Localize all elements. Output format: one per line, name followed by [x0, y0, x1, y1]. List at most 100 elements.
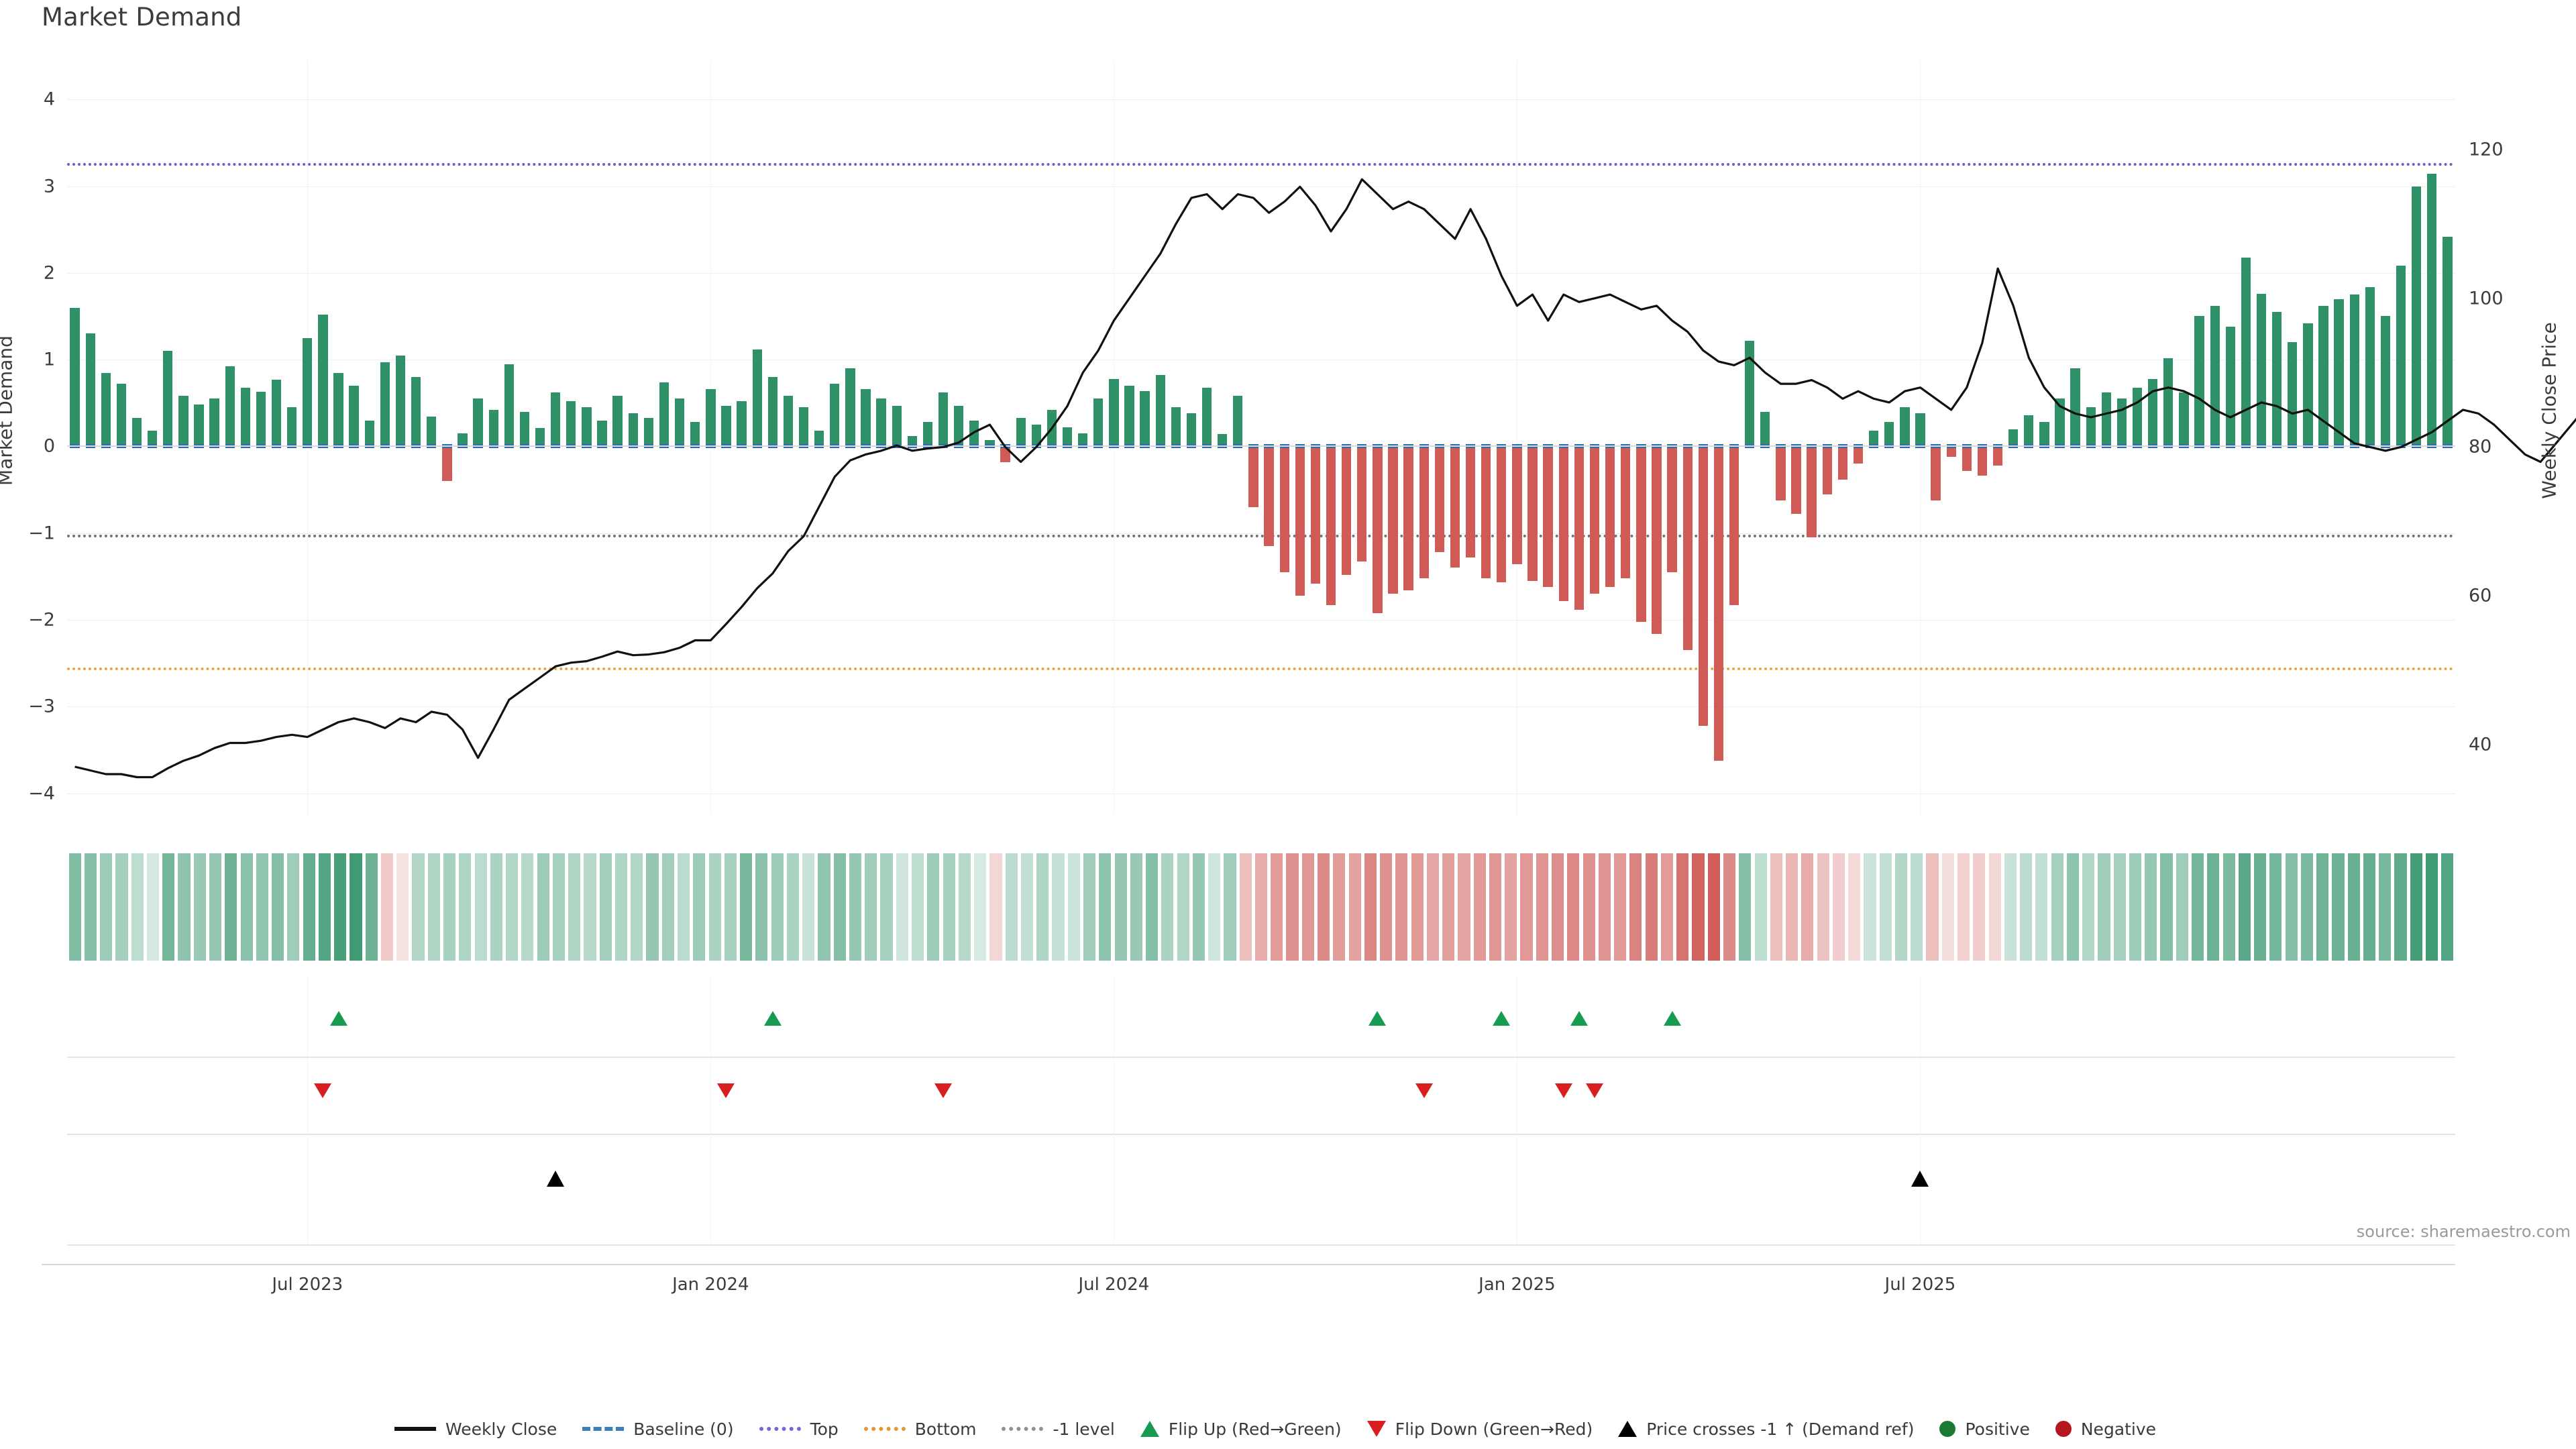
demand-bar — [1388, 446, 1398, 594]
flip-down-marker-icon[interactable] — [1586, 1083, 1603, 1098]
heatmap-cell — [1520, 853, 1533, 961]
flip-down-marker-icon[interactable] — [934, 1083, 953, 1098]
y-axis-right-tick-label: 100 — [2469, 288, 2504, 309]
heatmap-cell — [927, 853, 940, 961]
demand-bar — [1233, 396, 1243, 447]
demand-bar — [2039, 422, 2049, 447]
demand-bar — [1093, 398, 1104, 447]
legend-item[interactable]: Flip Up (Red→Green) — [1140, 1419, 1342, 1439]
heatmap-cell — [584, 853, 596, 961]
demand-bar — [1218, 434, 1228, 447]
demand-bar — [2303, 323, 2313, 447]
legend-item[interactable]: Flip Down (Green→Red) — [1366, 1419, 1593, 1439]
demand-bar — [2179, 392, 2189, 447]
heatmap-cell — [1224, 853, 1236, 961]
demand-bar — [1915, 413, 1925, 447]
legend-item[interactable]: Weekly Close — [394, 1419, 557, 1439]
y-axis-left-tick-label: −3 — [28, 696, 55, 717]
demand-bar — [798, 407, 809, 447]
demand-bar — [2334, 299, 2344, 447]
legend-item[interactable]: Baseline (0) — [582, 1419, 734, 1439]
flip-up-marker-icon[interactable] — [1570, 1011, 1588, 1026]
demand-bar — [1558, 446, 1568, 601]
heatmap-cell — [1083, 853, 1096, 961]
heatmap-cell — [678, 853, 690, 961]
heatmap-cell — [131, 853, 144, 961]
x-axis-tick-label: Jan 2025 — [1479, 1275, 1556, 1295]
price-cross-marker-icon[interactable] — [1911, 1171, 1929, 1187]
legend-item-label: -1 level — [1053, 1419, 1115, 1439]
heatmap-cell — [552, 853, 565, 961]
y-axis-right-label: Weekly Close Price — [2538, 322, 2561, 499]
y-axis-left-tick-label: 2 — [43, 262, 55, 284]
flip-up-marker-icon[interactable] — [1493, 1011, 1511, 1026]
demand-bar — [458, 433, 468, 447]
flip-down-marker-icon[interactable] — [1554, 1083, 1572, 1098]
heatmap-cell — [958, 853, 971, 961]
flip-down-marker-icon[interactable] — [1415, 1083, 1433, 1098]
heatmap-cell — [989, 853, 1002, 961]
heatmap-cell — [2394, 853, 2407, 961]
demand-bar — [814, 431, 824, 447]
heatmap-cell — [1786, 853, 1799, 961]
demand-bar — [380, 362, 390, 447]
heatmap-cell — [193, 853, 206, 961]
x-axis-tick-label: Jul 2024 — [1078, 1275, 1150, 1295]
legend-item[interactable]: Negative — [2055, 1419, 2156, 1439]
demand-bar — [1403, 446, 1413, 591]
lane-divider — [67, 1134, 2455, 1135]
heatmap-cell — [1957, 853, 1970, 961]
heatmap-cell — [2160, 853, 2173, 961]
flip-up-marker-icon[interactable] — [1368, 1011, 1387, 1026]
demand-bar — [643, 417, 654, 447]
heatmap-cell — [1473, 853, 1486, 961]
page-title: Market Demand — [42, 3, 242, 32]
demand-bar — [1357, 446, 1367, 562]
legend-item[interactable]: Price crosses -1 ↑ (Demand ref) — [1618, 1419, 1914, 1439]
heatmap-cell — [786, 853, 800, 961]
demand-bar — [427, 417, 437, 447]
price-cross-marker-icon[interactable] — [547, 1171, 565, 1187]
heatmap-cell — [1911, 853, 1923, 961]
legend-item[interactable]: -1 level — [1002, 1419, 1115, 1439]
y-axis-right-tick-label: 80 — [2469, 436, 2492, 458]
flip-up-marker-icon[interactable] — [763, 1011, 782, 1026]
heatmap-cell — [1020, 853, 1034, 961]
legend-item[interactable]: Positive — [1939, 1419, 2030, 1439]
demand-bar — [1652, 446, 1662, 634]
heatmap-cell — [225, 853, 237, 961]
heatmap-cell — [1614, 853, 1627, 961]
heatmap-cell — [2082, 853, 2095, 961]
flip-down-marker-icon[interactable] — [717, 1083, 735, 1098]
heatmap-cell — [2176, 853, 2188, 961]
demand-bar — [659, 382, 669, 447]
demand-bar — [178, 396, 189, 447]
heatmap-cell — [1629, 853, 1642, 961]
heatmap-cell — [334, 853, 347, 961]
demand-bar — [1946, 446, 1956, 457]
demand-bar — [1465, 446, 1476, 557]
weekly-close-line — [74, 178, 2576, 779]
demand-bar — [1077, 433, 1088, 447]
legend-item[interactable]: Top — [759, 1419, 839, 1439]
flip-down-marker-icon[interactable] — [314, 1083, 332, 1098]
legend-item-label: Positive — [1965, 1419, 2030, 1439]
heatmap-cell — [1754, 853, 1767, 961]
flip-up-marker-icon[interactable] — [329, 1011, 347, 1026]
flip-up-marker-icon[interactable] — [1663, 1011, 1681, 1026]
heatmap-cell — [740, 853, 753, 961]
heatmap-cell — [1286, 853, 1299, 961]
demand-bar — [333, 372, 343, 447]
demand-bar — [504, 364, 514, 447]
heatmap-cell — [1707, 853, 1720, 961]
gridline — [67, 706, 2455, 708]
demand-bar — [1992, 446, 2003, 466]
demand-bar — [2427, 174, 2437, 447]
marker-lanes — [67, 976, 2455, 1246]
demand-bar — [1682, 446, 1693, 651]
heatmap-cell — [2269, 853, 2282, 961]
demand-bar — [706, 389, 716, 447]
demand-bar — [1124, 385, 1134, 447]
demand-bar — [1016, 417, 1026, 447]
legend-item[interactable]: Bottom — [863, 1419, 976, 1439]
